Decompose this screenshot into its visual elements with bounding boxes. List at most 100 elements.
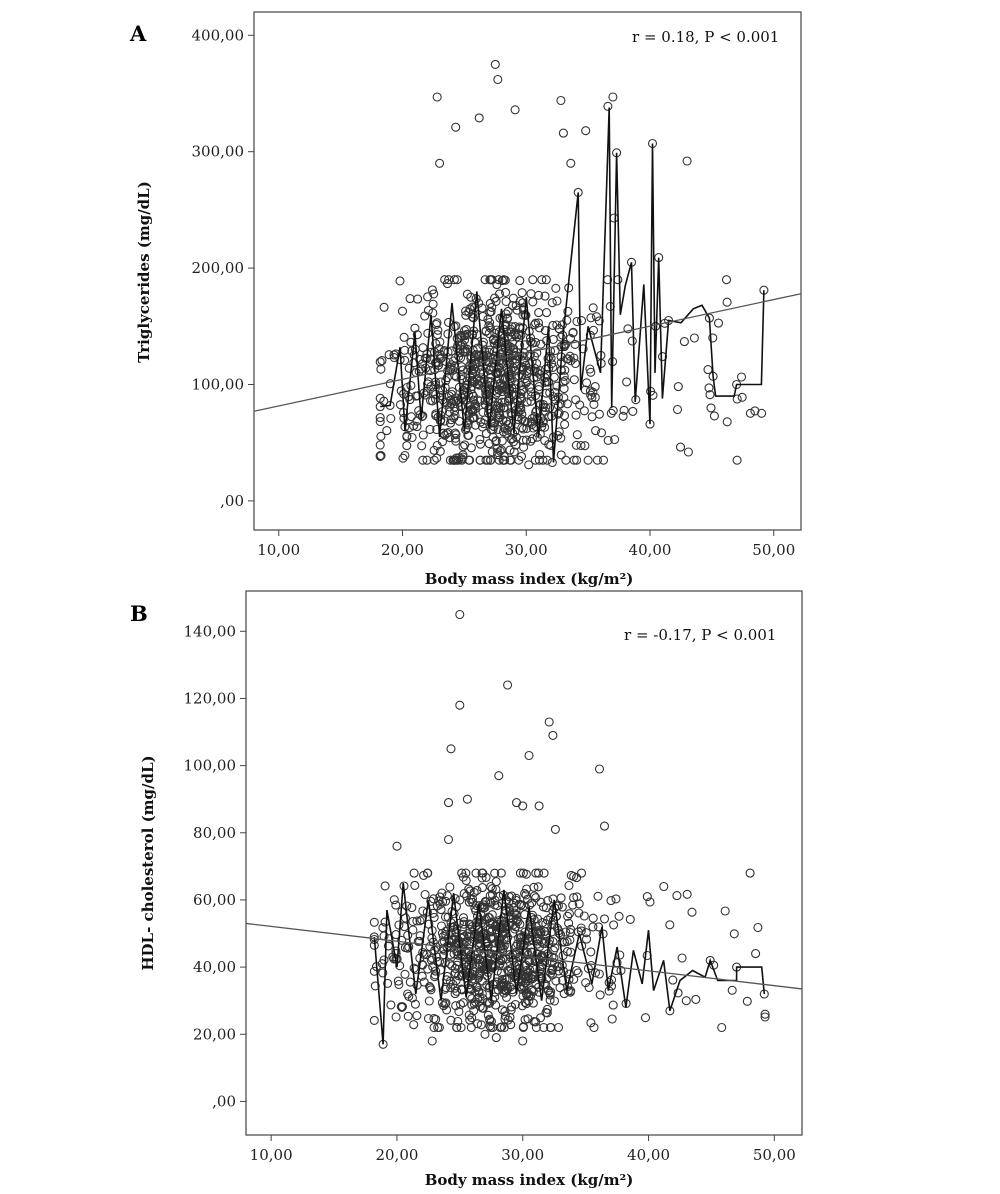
data-point <box>490 900 500 910</box>
data-point <box>380 881 390 891</box>
data-point <box>428 894 439 904</box>
data-point <box>507 389 517 399</box>
panel-b-letter: B <box>130 601 148 626</box>
data-point <box>450 989 460 999</box>
data-point <box>540 926 550 937</box>
data-point <box>386 413 396 424</box>
y-tick-label: 20,00 <box>193 1025 236 1043</box>
data-point <box>509 908 519 918</box>
data-point <box>618 411 628 421</box>
data-point <box>556 450 566 460</box>
data-point <box>423 328 433 338</box>
data-point <box>503 932 513 942</box>
data-point <box>457 868 467 878</box>
data-point <box>709 411 719 421</box>
data-point <box>627 336 637 346</box>
data-point <box>529 351 540 362</box>
data-point <box>587 392 597 403</box>
panel-a-plot-frame <box>253 11 802 531</box>
data-point <box>369 1015 379 1025</box>
data-point <box>537 950 547 960</box>
data-point <box>539 1022 549 1033</box>
data-point <box>441 998 451 1008</box>
data-point <box>455 609 465 620</box>
data-point <box>510 329 520 339</box>
panel-a-correlation-annotation: r = 0.18, P < 0.001 <box>632 28 779 46</box>
data-point <box>506 1020 516 1030</box>
data-point <box>576 923 586 933</box>
data-point <box>383 941 393 951</box>
data-point <box>485 307 495 317</box>
data-point <box>478 868 488 878</box>
data-point <box>462 794 472 804</box>
data-point <box>418 906 428 916</box>
data-point <box>467 936 477 947</box>
data-point <box>439 1001 449 1011</box>
data-point <box>523 1014 533 1024</box>
data-point <box>451 927 461 937</box>
data-point <box>665 920 675 930</box>
panel-b-hdl-cholesterol: B 10,00 20,00 30,00 40,00 50,00 ,00 20,00 40,00… <box>130 590 803 1189</box>
data-point <box>412 330 422 340</box>
data-point <box>579 406 589 416</box>
data-point <box>706 403 716 413</box>
data-point <box>491 877 501 887</box>
data-point <box>479 900 489 910</box>
data-point <box>384 934 394 944</box>
data-point <box>475 1001 485 1012</box>
data-point <box>599 821 610 831</box>
data-point <box>467 1013 477 1023</box>
data-point <box>576 316 587 326</box>
data-point <box>369 917 379 927</box>
data-point <box>574 899 584 909</box>
y-tick-label: 80,00 <box>193 824 236 842</box>
data-point <box>498 978 508 988</box>
data-point <box>379 302 389 312</box>
data-point <box>485 317 495 328</box>
data-point <box>534 308 544 318</box>
data-point <box>524 955 534 965</box>
data-point <box>375 357 385 367</box>
data-point <box>442 975 452 985</box>
data-point <box>566 158 576 168</box>
data-point <box>572 455 582 465</box>
data-point <box>409 421 419 431</box>
data-point <box>531 1022 541 1033</box>
data-point <box>499 451 509 461</box>
y-tick-label: 60,00 <box>193 891 236 909</box>
data-point <box>494 407 504 417</box>
data-point <box>545 990 555 1000</box>
data-point <box>410 880 420 890</box>
data-point <box>541 308 552 318</box>
data-point <box>569 375 579 385</box>
data-point <box>497 328 507 338</box>
data-point <box>527 970 537 980</box>
data-point <box>467 312 478 322</box>
data-point <box>493 398 503 408</box>
data-point <box>564 909 574 919</box>
data-point <box>659 881 669 892</box>
data-point <box>466 292 476 302</box>
data-point <box>540 291 550 301</box>
data-point <box>578 344 588 354</box>
regression-fit-line <box>253 293 802 412</box>
data-point <box>668 975 678 985</box>
data-point <box>384 350 394 360</box>
data-point <box>394 979 404 990</box>
data-point <box>518 435 528 445</box>
x-tick-label: 50,00 <box>753 1146 796 1164</box>
data-point <box>462 376 472 386</box>
data-point <box>369 966 379 976</box>
data-point <box>490 895 500 905</box>
data-point <box>405 395 415 405</box>
data-point <box>409 1020 419 1030</box>
data-point <box>689 333 699 343</box>
data-point <box>458 998 468 1008</box>
data-point <box>760 1009 770 1019</box>
data-point <box>517 409 527 419</box>
data-point <box>375 451 385 461</box>
data-point <box>474 992 485 1002</box>
data-point <box>516 380 526 390</box>
data-point <box>458 913 469 923</box>
data-point <box>691 994 701 1004</box>
